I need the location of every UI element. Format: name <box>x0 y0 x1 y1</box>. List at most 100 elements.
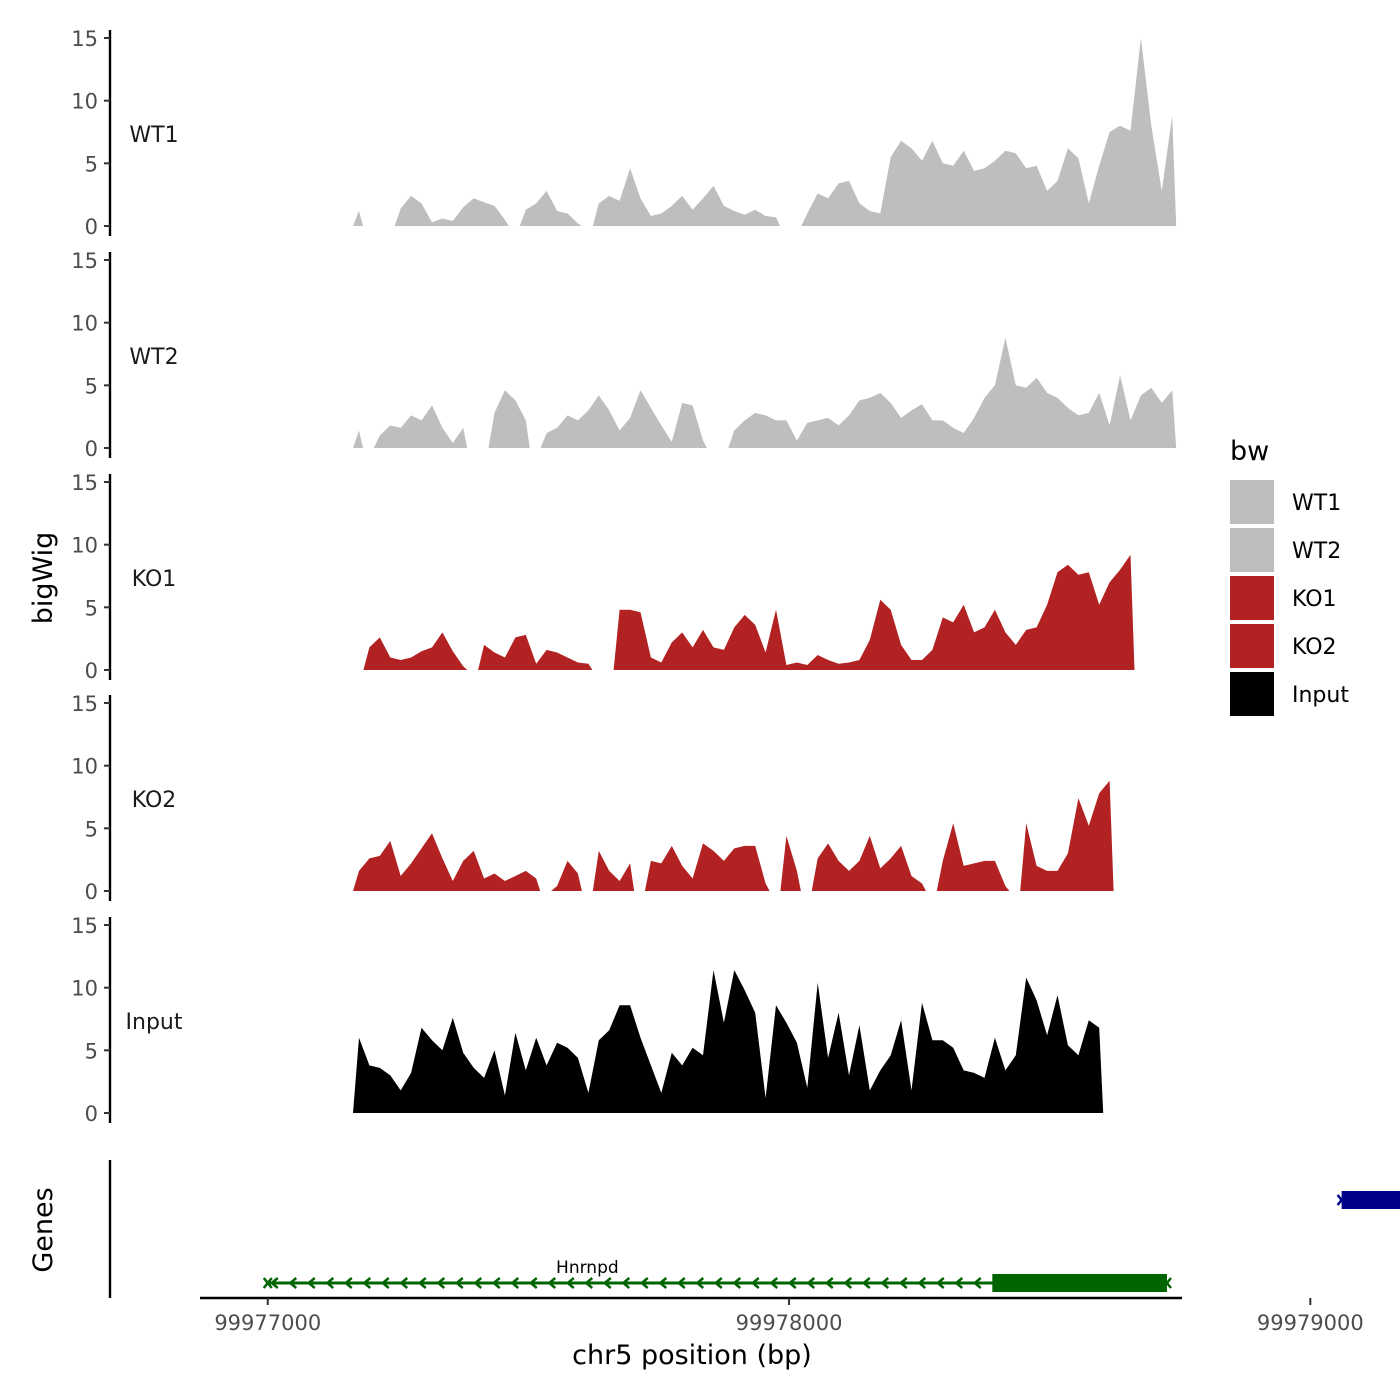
y-tick-label-ko1-10: 10 <box>71 534 98 558</box>
tracks-layer: 0 5 10 15 WT1 0 5 10 15 WT2 0 5 10 15 KO1 0 5 10 15 KO2 0 5 10… <box>71 27 1177 1126</box>
legend-swatch-ko1 <box>1230 576 1274 620</box>
coverage-area-ko2-5 <box>811 835 926 891</box>
coverage-area-wt2-4 <box>728 337 1177 448</box>
gene-strand-chevron-hnrnpd-9 <box>436 1277 446 1289</box>
track-label-ko1: KO1 <box>132 567 177 592</box>
gene-strand-chevron-hnrnpd-16 <box>565 1277 575 1289</box>
y-tick-label-wt2-15: 15 <box>71 249 98 273</box>
gene-exon-block-4930524i08rik <box>1341 1191 1400 1209</box>
gene-strand-chevron-hnrnpd-8 <box>417 1277 427 1289</box>
y-tick-label-wt1-10: 10 <box>71 90 98 114</box>
genes-axis-title: Genes <box>28 1187 59 1272</box>
y-tick-label-input-5: 5 <box>85 1039 98 1063</box>
legend-swatch-wt1 <box>1230 480 1274 524</box>
y-tick-label-wt1-0: 0 <box>85 215 98 239</box>
legend-label-ko2: KO2 <box>1292 635 1337 660</box>
gene-label-hnrnpd: Hnrnpd <box>556 1258 619 1278</box>
x-axis: 99977000 99978000 99979000 <box>200 1296 1364 1335</box>
gene-strand-chevron-hnrnpd-31 <box>843 1277 853 1289</box>
legend-label-ko1: KO1 <box>1292 587 1337 612</box>
track-input: 0 5 10 15 Input <box>71 914 1104 1126</box>
y-tick-label-ko1-15: 15 <box>71 471 98 495</box>
genes-layer: Hnrnpd 4930524I08Rik <box>108 1160 1400 1298</box>
gene-strand-chevron-hnrnpd-26 <box>750 1277 760 1289</box>
gene-strand-chevron-hnrnpd-12 <box>491 1277 501 1289</box>
coverage-area-input-0 <box>353 970 1104 1113</box>
coverage-area-ko2-3 <box>644 843 770 891</box>
gene-strand-chevron-hnrnpd-15 <box>547 1277 557 1289</box>
gene-start-cap-4930524i08rik <box>1336 1194 1347 1206</box>
gene-hnrnpd: Hnrnpd <box>262 1258 1172 1292</box>
y-tick-label-wt1-5: 5 <box>85 152 98 176</box>
legend-swatch-input <box>1230 672 1274 716</box>
gene-strand-chevron-hnrnpd-30 <box>824 1277 834 1289</box>
coverage-area-wt2-0 <box>353 430 363 448</box>
coverage-area-ko1-0 <box>363 632 468 670</box>
gene-strand-chevron-hnrnpd-14 <box>528 1277 538 1289</box>
legend-title: bw <box>1230 436 1269 467</box>
x-axis-title: chr5 position (bp) <box>572 1340 812 1371</box>
gene-strand-chevron-hnrnpd-2 <box>306 1277 316 1289</box>
y-tick-label-ko2-15: 15 <box>71 692 98 716</box>
coverage-area-ko2-0 <box>353 833 541 891</box>
gene-strand-chevron-hnrnpd-1 <box>288 1277 298 1289</box>
coverage-area-ko2-1 <box>551 860 582 891</box>
y-tick-label-input-0: 0 <box>85 1102 98 1126</box>
gene-strand-chevron-hnrnpd-18 <box>602 1277 612 1289</box>
gene-strand-chevron-hnrnpd-11 <box>473 1277 483 1289</box>
gene-end-cap-hnrnpd <box>1161 1277 1172 1289</box>
gene-4930524i08rik: 4930524I08Rik <box>1336 1191 1400 1209</box>
legend: WT1 WT2 KO1 KO2 Input <box>1230 480 1349 716</box>
gene-strand-chevron-hnrnpd-17 <box>584 1277 594 1289</box>
x-tick-label-99978000: 99978000 <box>736 1311 843 1335</box>
gene-strand-chevron-hnrnpd-22 <box>676 1277 686 1289</box>
legend-swatch-ko2 <box>1230 624 1274 668</box>
coverage-area-wt1-2 <box>519 190 582 226</box>
track-label-wt2: WT2 <box>129 345 178 370</box>
gene-strand-chevron-hnrnpd-34 <box>898 1277 908 1289</box>
legend-label-wt2: WT2 <box>1292 539 1341 564</box>
y-tick-label-wt2-5: 5 <box>85 374 98 398</box>
y-tick-label-ko2-5: 5 <box>85 817 98 841</box>
gene-strand-chevron-hnrnpd-23 <box>695 1277 705 1289</box>
coverage-area-ko2-4 <box>780 835 801 891</box>
gene-strand-chevron-hnrnpd-38 <box>972 1277 982 1289</box>
coverage-area-wt2-2 <box>488 390 530 448</box>
gene-strand-chevron-hnrnpd-4 <box>343 1277 353 1289</box>
gene-strand-chevron-hnrnpd-13 <box>510 1277 520 1289</box>
track-ko1: 0 5 10 15 KO1 <box>71 471 1135 683</box>
gene-strand-chevron-hnrnpd-25 <box>732 1277 742 1289</box>
y-axis-title: bigWig <box>28 532 59 625</box>
coverage-area-ko2-2 <box>592 850 635 891</box>
legend-swatch-wt2 <box>1230 528 1274 572</box>
x-tick-label-99979000: 99979000 <box>1257 1311 1364 1335</box>
track-label-ko2: KO2 <box>132 788 177 813</box>
gene-strand-chevron-hnrnpd-32 <box>861 1277 871 1289</box>
gene-strand-chevron-hnrnpd-20 <box>639 1277 649 1289</box>
coverage-area-wt1-3 <box>592 168 780 226</box>
y-tick-label-wt2-0: 0 <box>85 437 98 461</box>
legend-label-wt1: WT1 <box>1292 491 1341 516</box>
y-tick-label-ko2-0: 0 <box>85 880 98 904</box>
y-tick-label-wt1-15: 15 <box>71 27 98 51</box>
coverage-area-ko1-2 <box>613 554 1135 670</box>
y-tick-label-wt2-10: 10 <box>71 312 98 336</box>
gene-strand-chevron-hnrnpd-24 <box>713 1277 723 1289</box>
gene-strand-chevron-hnrnpd-36 <box>935 1277 945 1289</box>
gene-strand-chevron-hnrnpd-10 <box>454 1277 464 1289</box>
y-tick-label-ko1-5: 5 <box>85 596 98 620</box>
coverage-area-wt1-1 <box>394 195 509 226</box>
track-label-input: Input <box>126 1010 183 1035</box>
gene-strand-chevron-hnrnpd-7 <box>399 1277 409 1289</box>
x-tick-label-99977000: 99977000 <box>214 1311 321 1335</box>
coverage-area-wt2-1 <box>373 405 468 448</box>
gene-start-cap-hnrnpd <box>262 1277 273 1289</box>
track-wt1: 0 5 10 15 WT1 <box>71 27 1177 239</box>
coverage-area-wt1-4 <box>801 38 1177 226</box>
coverage-area-wt1-0 <box>353 211 363 226</box>
gene-strand-chevron-hnrnpd-37 <box>954 1277 964 1289</box>
gene-strand-chevron-hnrnpd-5 <box>362 1277 372 1289</box>
track-wt2: 0 5 10 15 WT2 <box>71 249 1177 461</box>
track-label-wt1: WT1 <box>129 123 178 148</box>
